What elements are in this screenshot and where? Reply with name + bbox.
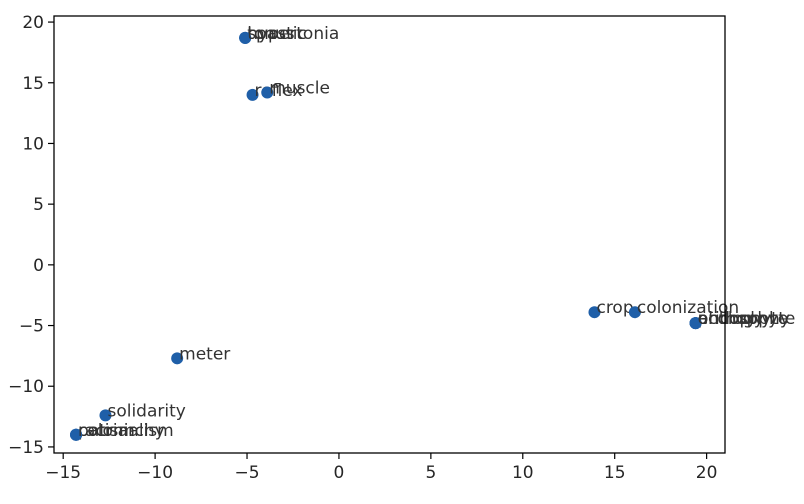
- x-tick-label: 15: [604, 463, 626, 483]
- plot-marks: hypertoniaspastictonusreflexmusclemeters…: [70, 24, 795, 441]
- point-label: spastic: [247, 24, 307, 44]
- data-point: [246, 88, 259, 101]
- y-tick-label: −10: [8, 377, 44, 397]
- x-tick-label: 5: [425, 463, 436, 483]
- point-label: tonus: [247, 24, 295, 44]
- x-tick-label: −15: [45, 463, 81, 483]
- x-tick-label: 10: [512, 463, 534, 483]
- point-label: patriarchy: [78, 421, 165, 441]
- x-tick-label: 20: [696, 463, 718, 483]
- y-tick-label: −15: [8, 438, 44, 458]
- data-point: [689, 317, 702, 330]
- y-tick-label: −5: [19, 317, 44, 337]
- point-label: colonization: [637, 298, 739, 318]
- y-tick-label: 5: [33, 195, 44, 215]
- data-point: [70, 428, 83, 441]
- point-label: ericophyte: [698, 309, 789, 329]
- data-point: [99, 409, 112, 422]
- point-label: anthophyte: [698, 309, 796, 329]
- y-tick-label: 10: [22, 134, 44, 154]
- y-tick-label: 15: [22, 74, 44, 94]
- y-tick-label: 20: [22, 13, 44, 33]
- x-tick-label: −10: [137, 463, 173, 483]
- point-label: racism: [78, 421, 135, 441]
- x-tick-label: 0: [334, 463, 345, 483]
- data-point: [588, 306, 601, 319]
- point-label: muscle: [269, 78, 330, 98]
- axes-frame: [53, 15, 726, 454]
- point-label: solidarity: [107, 401, 185, 421]
- x-tick-label: −5: [234, 463, 259, 483]
- y-tick-label: 0: [33, 256, 44, 276]
- data-point: [171, 352, 184, 365]
- y-axis: −15 −10 −5 0 5 10 15 20: [8, 13, 54, 458]
- point-label: colonialism: [78, 421, 174, 441]
- point-label: ecology: [698, 309, 764, 329]
- point-label: philosophy: [698, 309, 790, 329]
- point-label: hypertonia: [247, 24, 339, 44]
- data-point: [261, 86, 274, 99]
- data-point: [628, 306, 641, 319]
- x-axis: −15 −10 −5 0 5 10 15 20: [45, 453, 717, 483]
- point-label: crop: [596, 298, 633, 318]
- data-point: [239, 31, 252, 44]
- point-label: meter: [179, 344, 230, 364]
